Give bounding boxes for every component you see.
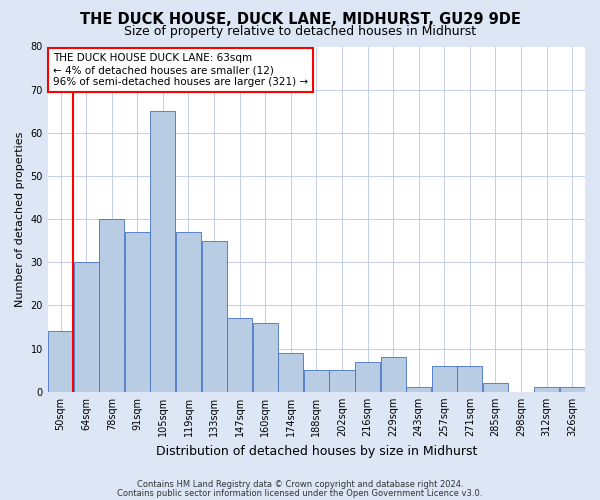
- Bar: [406, 388, 431, 392]
- Bar: [176, 232, 201, 392]
- Bar: [227, 318, 252, 392]
- Bar: [202, 240, 227, 392]
- Text: THE DUCK HOUSE DUCK LANE: 63sqm
← 4% of detached houses are smaller (12)
96% of : THE DUCK HOUSE DUCK LANE: 63sqm ← 4% of …: [53, 54, 308, 86]
- Bar: [380, 358, 406, 392]
- Bar: [74, 262, 98, 392]
- Bar: [457, 366, 482, 392]
- Bar: [355, 362, 380, 392]
- Text: Size of property relative to detached houses in Midhurst: Size of property relative to detached ho…: [124, 25, 476, 38]
- Bar: [304, 370, 329, 392]
- Text: Contains HM Land Registry data © Crown copyright and database right 2024.: Contains HM Land Registry data © Crown c…: [137, 480, 463, 489]
- Bar: [151, 111, 175, 392]
- Bar: [560, 388, 585, 392]
- Bar: [253, 322, 278, 392]
- Bar: [278, 353, 304, 392]
- Bar: [329, 370, 355, 392]
- Bar: [432, 366, 457, 392]
- Y-axis label: Number of detached properties: Number of detached properties: [15, 132, 25, 307]
- Bar: [125, 232, 150, 392]
- Bar: [534, 388, 559, 392]
- Bar: [99, 219, 124, 392]
- Bar: [48, 332, 73, 392]
- Bar: [483, 383, 508, 392]
- Text: THE DUCK HOUSE, DUCK LANE, MIDHURST, GU29 9DE: THE DUCK HOUSE, DUCK LANE, MIDHURST, GU2…: [80, 12, 520, 28]
- X-axis label: Distribution of detached houses by size in Midhurst: Distribution of detached houses by size …: [156, 444, 477, 458]
- Text: Contains public sector information licensed under the Open Government Licence v3: Contains public sector information licen…: [118, 488, 482, 498]
